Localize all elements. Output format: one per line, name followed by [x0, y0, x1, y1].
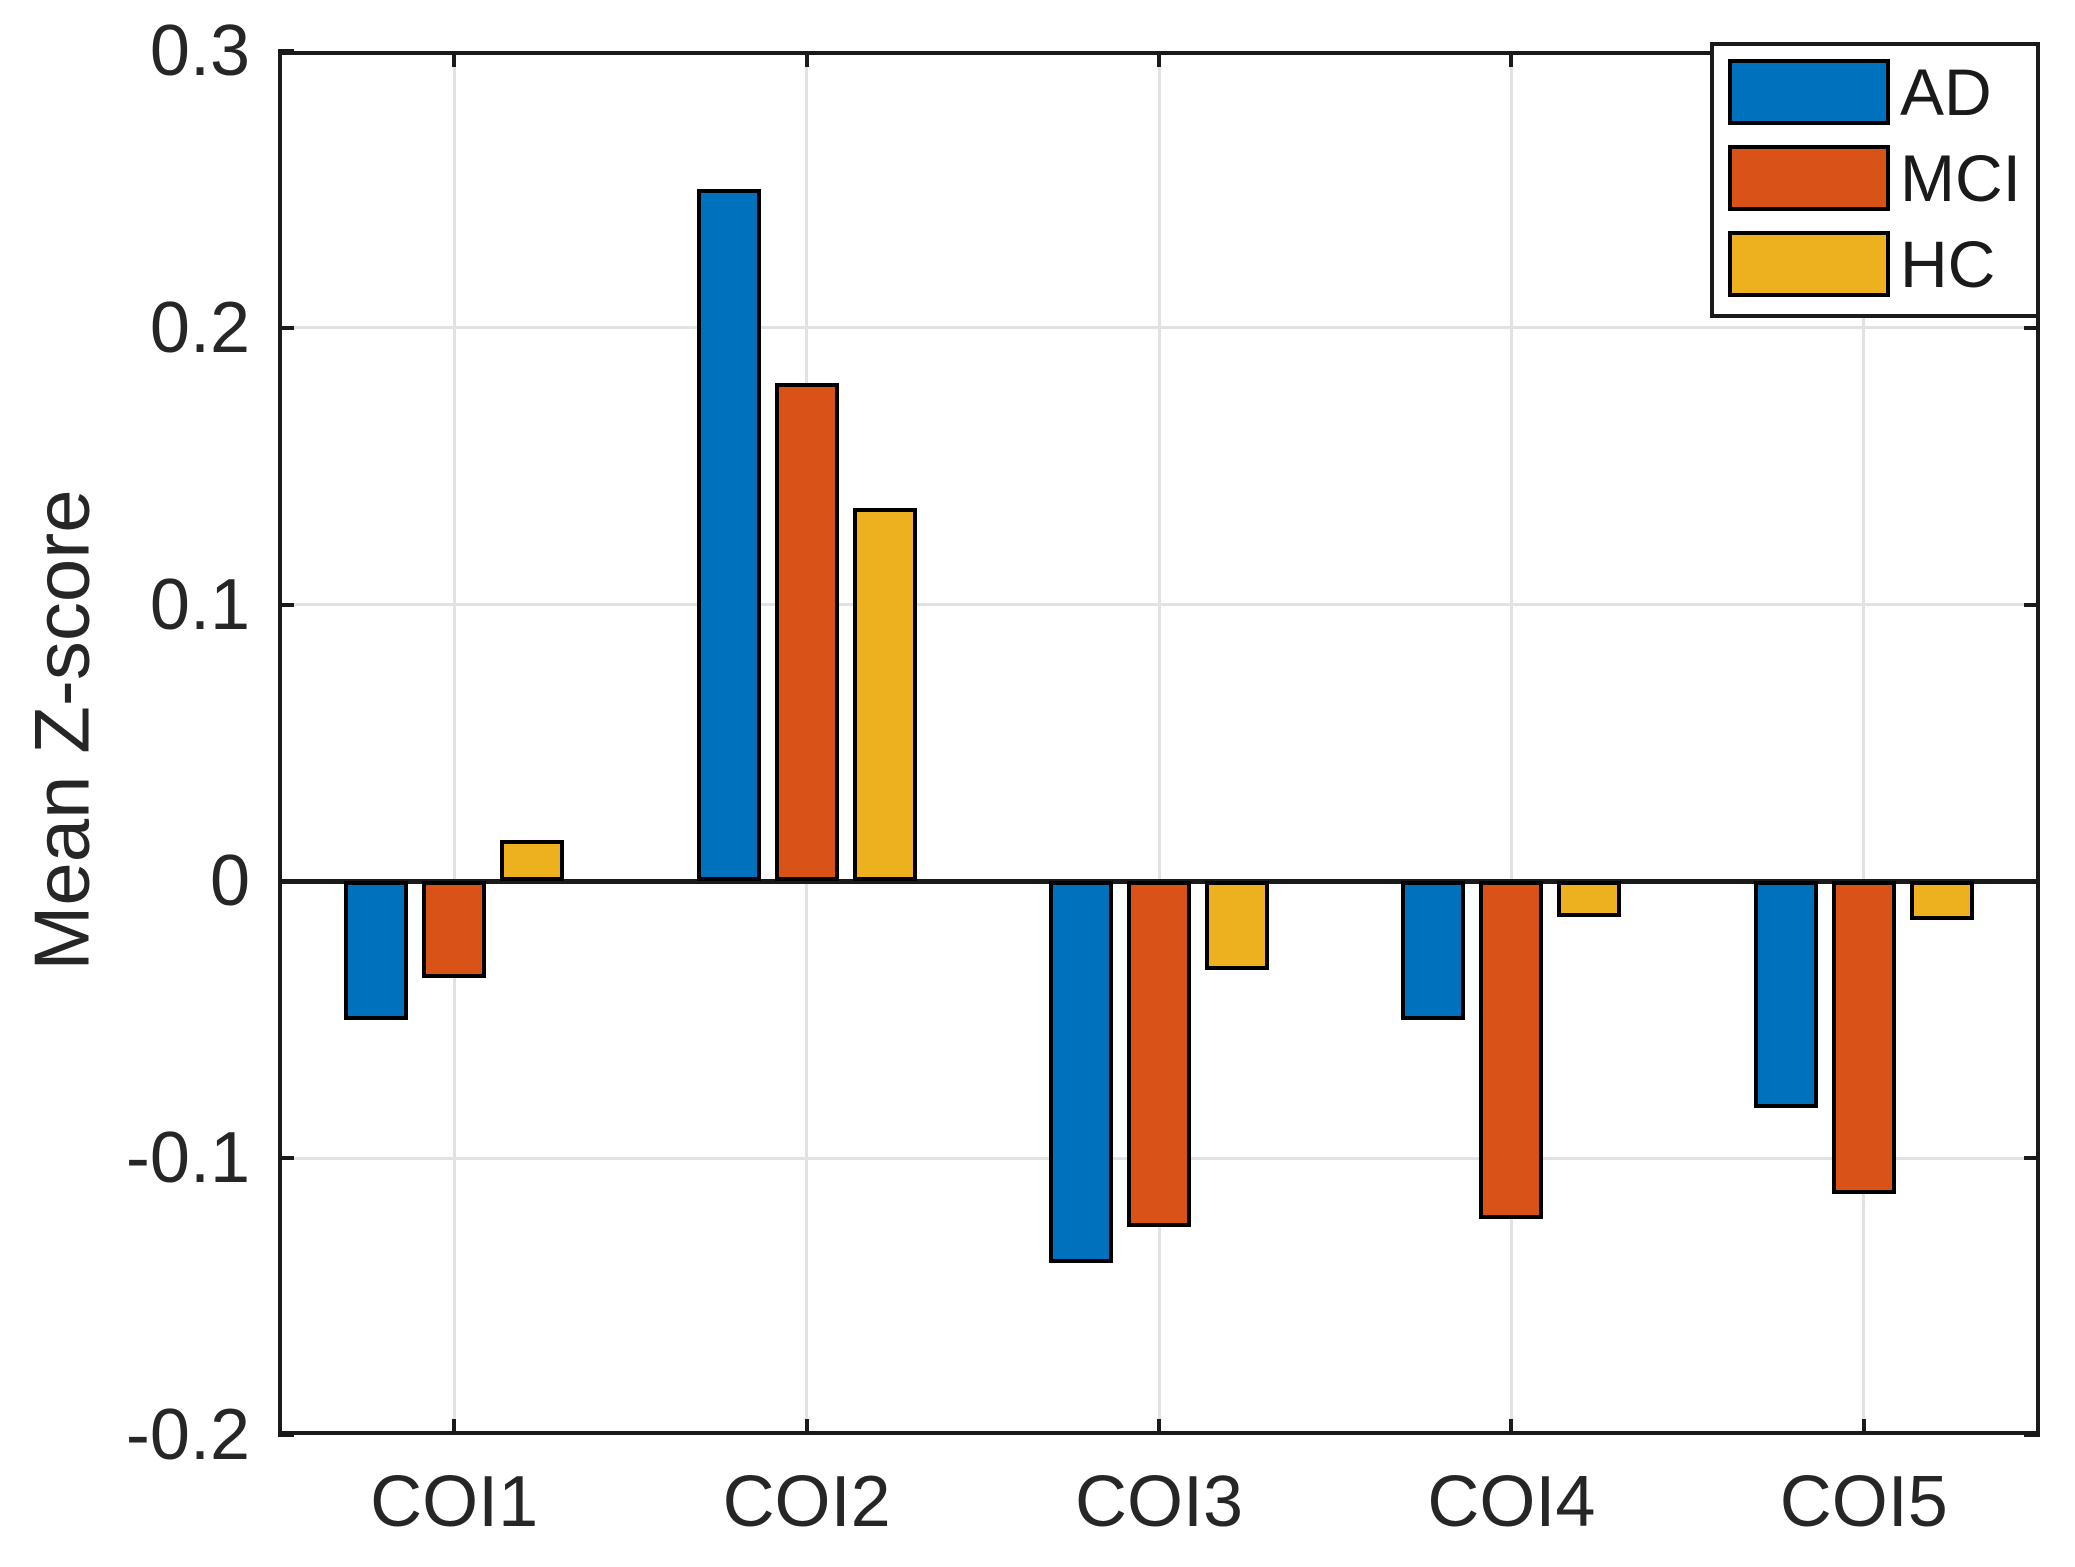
- x-tick-mark-top: [452, 51, 457, 67]
- legend-label-mci: MCI: [1900, 141, 2021, 215]
- bar-mci-coi3: [1127, 881, 1191, 1228]
- y-tick-label-0: 0: [209, 841, 250, 922]
- y-tick-label--0.2: -0.2: [125, 1395, 250, 1475]
- x-tick-mark-top: [804, 51, 809, 67]
- bar-mci-coi1: [422, 881, 487, 979]
- grid-vline-coi5: [1862, 51, 1866, 1435]
- y-tick-label-0.3: 0.3: [149, 11, 250, 91]
- y-tick-mark-right: [2024, 879, 2040, 884]
- legend-swatch-hc: [1728, 231, 1890, 297]
- x-tick-mark: [804, 1419, 809, 1435]
- bar-hc-coi1: [500, 839, 565, 882]
- x-tick-mark: [1157, 1419, 1161, 1435]
- legend-label-ad: AD: [1900, 55, 1992, 129]
- y-tick-mark-right: [2024, 1156, 2040, 1161]
- bar-ad-coi5: [1753, 881, 1818, 1109]
- x-tick-mark: [1509, 1419, 1514, 1435]
- grid-vline-coi4: [1509, 51, 1513, 1435]
- legend: AD MCI HC: [1710, 42, 2040, 318]
- x-tick-label-coi4: COI4: [1427, 1462, 1596, 1542]
- legend-item-mci: MCI: [1728, 145, 2021, 211]
- y-tick-mark: [278, 49, 294, 53]
- bar-ad-coi1: [344, 881, 409, 1020]
- x-tick-mark-top: [1509, 51, 1514, 67]
- y-tick-mark: [278, 602, 294, 607]
- grid-vline-coi3: [1157, 51, 1161, 1435]
- x-tick-label-coi5: COI5: [1779, 1462, 1948, 1542]
- legend-swatch-mci: [1728, 145, 1890, 211]
- y-tick-mark: [278, 879, 294, 884]
- y-tick-mark-right: [2024, 602, 2040, 607]
- bar-ad-coi3: [1049, 881, 1113, 1264]
- grid-hline-0.1: [278, 603, 2040, 607]
- bar-hc-coi3: [1205, 881, 1269, 970]
- bar-mci-coi2: [774, 383, 839, 882]
- x-tick-label-coi2: COI2: [722, 1462, 891, 1542]
- grid-hline-0.2: [278, 326, 2040, 330]
- y-tick-mark-right: [2024, 325, 2040, 330]
- y-tick-mark: [278, 1156, 294, 1161]
- bar-hc-coi2: [852, 507, 917, 882]
- x-tick-mark-top: [1157, 51, 1161, 67]
- y-tick-mark: [278, 1433, 294, 1437]
- legend-item-hc: HC: [1728, 231, 1995, 297]
- grid-vline-coi1: [452, 51, 456, 1435]
- bar-ad-coi2: [696, 189, 761, 882]
- x-tick-mark: [1861, 1419, 1866, 1435]
- bar-ad-coi4: [1401, 881, 1466, 1020]
- y-tick-label-0.2: 0.2: [149, 287, 250, 368]
- y-tick-mark: [278, 325, 294, 330]
- x-tick-label-coi1: COI1: [370, 1462, 539, 1542]
- x-tick-mark: [452, 1419, 457, 1435]
- x-tick-label-coi3: COI3: [1074, 1462, 1244, 1542]
- y-tick-label-0.1: 0.1: [149, 564, 250, 645]
- bar-hc-coi5: [1909, 881, 1974, 921]
- y-tick-mark-right: [2024, 1433, 2040, 1437]
- bar-hc-coi4: [1557, 881, 1622, 918]
- y-tick-label--0.1: -0.1: [125, 1118, 250, 1199]
- bar-mci-coi5: [1831, 881, 1896, 1195]
- legend-label-hc: HC: [1900, 227, 1996, 301]
- bar-mci-coi4: [1479, 881, 1544, 1220]
- legend-swatch-ad: [1728, 59, 1890, 125]
- legend-item-ad: AD: [1728, 59, 1992, 125]
